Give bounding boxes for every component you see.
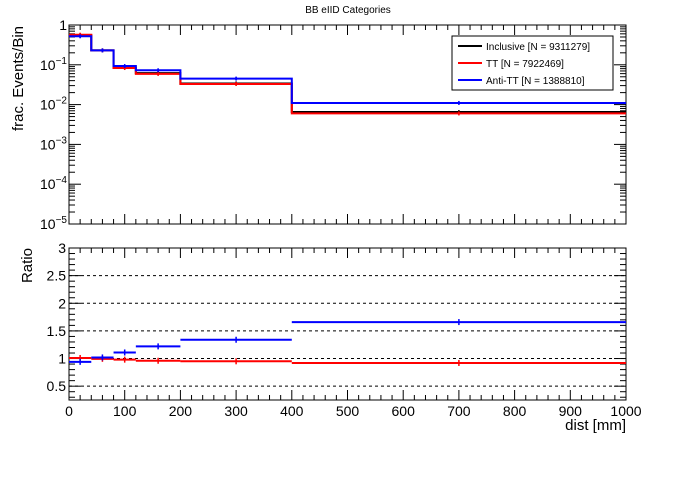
ratio-ytick-label: 3 xyxy=(58,240,66,256)
legend-label-1: TT [N = 7922469] xyxy=(486,59,564,70)
main-ytick-label: 10−4 xyxy=(40,175,67,192)
ratio-xtick-label: 100 xyxy=(113,403,137,419)
chart-title: BB eIID Categories xyxy=(305,5,391,16)
ratio-panel: 0.5 1 1.5 2 2.5 3 0 100 200 300 400 500 600 700 800 900… xyxy=(47,240,642,419)
ratio-xtick-label: 700 xyxy=(447,403,471,419)
ratio-xtick-label: 500 xyxy=(336,403,360,419)
ratio-ytick-label: 0.5 xyxy=(47,378,67,394)
legend-label-2: Anti-TT [N = 1388810] xyxy=(486,76,585,87)
ratio-ylabel: Ratio xyxy=(19,248,36,283)
ratio-xtick-label: 200 xyxy=(169,403,193,419)
ratio-ytick-label: 2 xyxy=(58,295,66,311)
ratio-xlabel: dist [mm] xyxy=(565,417,626,434)
main-ytick-label: 1 xyxy=(59,17,67,33)
main-ytick-label: 10−3 xyxy=(40,135,67,152)
legend-label-0: Inclusive [N = 9311279] xyxy=(486,42,590,53)
ratio-ytick-label: 1 xyxy=(58,351,66,367)
main-ytick-label: 10−5 xyxy=(40,215,67,232)
main-ylabel: frac. Events/Bin xyxy=(10,26,27,131)
ratio-xtick-label: 0 xyxy=(65,403,73,419)
legend: Inclusive [N = 9311279] TT [N = 7922469] A… xyxy=(451,35,614,91)
ratio-frame xyxy=(68,247,627,401)
ratio-xtick-label: 800 xyxy=(503,403,527,419)
ratio-xtick-label: 1000 xyxy=(610,403,641,419)
main-ytick-label: 10−1 xyxy=(40,56,67,73)
main-series-line-2 xyxy=(69,35,626,104)
ratio-xtick-label: 900 xyxy=(559,403,583,419)
ratio-ytick-label: 2.5 xyxy=(47,268,67,284)
ratio-xtick-label: 400 xyxy=(280,403,304,419)
main-ytick-label: 10−2 xyxy=(40,96,67,113)
ratio-xtick-label: 600 xyxy=(392,403,416,419)
ratio-xtick-label: 300 xyxy=(224,403,248,419)
ratio-ytick-label: 1.5 xyxy=(47,323,67,339)
main-panel: 10−5 10−4 10−3 10−2 10−1 1 xyxy=(40,17,627,232)
